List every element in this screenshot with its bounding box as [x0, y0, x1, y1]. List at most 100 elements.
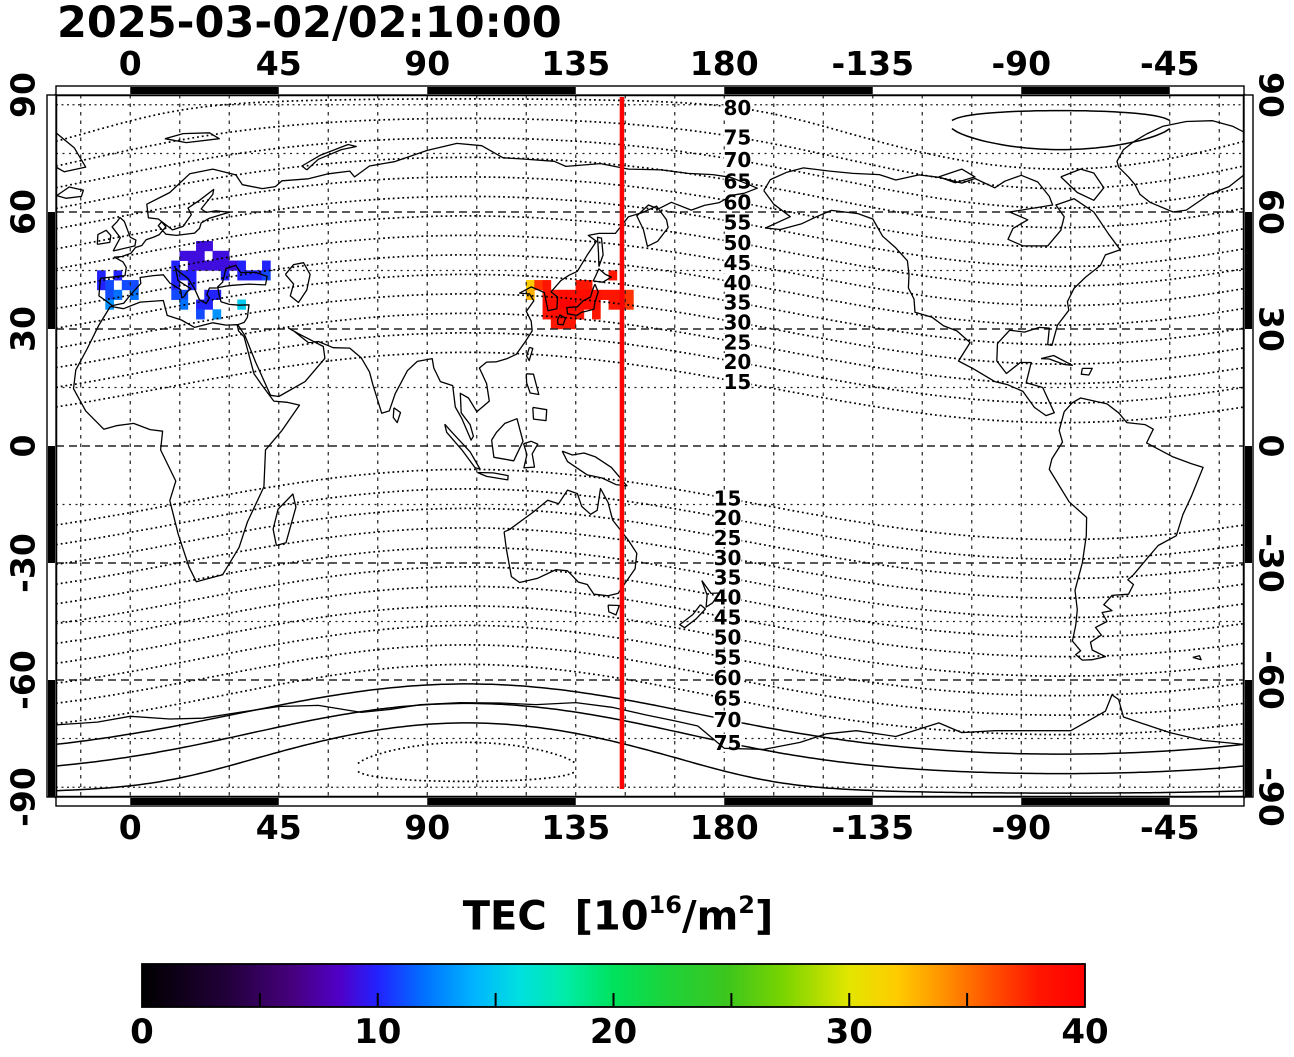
contour-label-box [723, 213, 752, 232]
contour-label: 15 [724, 370, 752, 394]
magnetic-contour-dotted [56, 234, 1244, 307]
contour-label-box [713, 608, 742, 627]
contour-label-box [723, 353, 752, 372]
colorbar-tick-label: 0 [130, 1012, 154, 1052]
tec-cell [262, 270, 271, 281]
coastline [525, 346, 534, 362]
contour-label-box [723, 233, 752, 252]
tec-cells [97, 241, 634, 330]
contour-label-box [713, 689, 742, 708]
magnetic-contour-dotted [357, 741, 577, 765]
tec-cell [567, 319, 576, 330]
coastline [98, 142, 758, 441]
tec-cell [237, 260, 246, 271]
magnetic-contour-dotted [56, 98, 1244, 170]
coastline [1048, 397, 1204, 661]
map-frame [54, 93, 1246, 799]
coastline [392, 407, 402, 424]
tec-cell [583, 299, 593, 310]
coastline [164, 132, 220, 144]
axis-bar-segment [724, 87, 873, 94]
graticule [56, 95, 1244, 797]
tec-cell [113, 289, 123, 300]
coastline [301, 143, 357, 171]
magnetic-contour-dotted [56, 546, 1244, 619]
contour-label: 25 [714, 526, 742, 550]
bottom-lon-label: 180 [689, 808, 759, 847]
coastline [111, 216, 137, 252]
tec-cell [187, 270, 197, 281]
colorbar-tick-label: 20 [589, 1012, 638, 1052]
contour-label: 25 [724, 330, 752, 354]
contour-label-box [723, 313, 752, 332]
coastline [56, 186, 85, 199]
coastline [56, 694, 1244, 797]
contour-label: 15 [714, 486, 742, 510]
tec-cell [542, 280, 552, 291]
contour-label: 55 [724, 211, 752, 235]
contour-label-box [713, 648, 742, 667]
axis-bar [55, 796, 1245, 807]
colorbar-unit-exp1: 16 [648, 891, 682, 919]
tec-cell [204, 299, 213, 310]
tec-cell [179, 289, 189, 300]
contour-label-box [713, 588, 742, 607]
left-lat-label: -90 [3, 767, 43, 827]
colorbar-title: TEC [1016/m2] [463, 891, 773, 940]
coastline [1116, 120, 1244, 213]
bottom-lon-label: 0 [118, 808, 142, 847]
magnetic-contour-dotted [56, 351, 1244, 424]
tec-cell [592, 289, 601, 300]
tec-cell [113, 270, 123, 281]
tec-cell [559, 289, 568, 300]
tec-cell [625, 289, 634, 300]
tec-cell [187, 260, 197, 271]
magnetic-contour-dotted [56, 176, 1244, 248]
tec-cell [526, 280, 535, 291]
tec-cell [196, 250, 205, 261]
tec-cell [245, 270, 255, 281]
contour-label: 65 [724, 170, 752, 194]
contour-label: 60 [714, 666, 742, 690]
magnetic-contour-solid [56, 683, 1244, 755]
contour-label: 50 [714, 625, 742, 649]
magnetic-contour-dotted [56, 644, 1244, 716]
tec-cell [130, 289, 139, 300]
contour-label: 45 [714, 605, 742, 629]
top-lon-label: 0 [118, 44, 142, 83]
tec-cell [534, 280, 543, 291]
axis-bar-segment [1021, 87, 1170, 94]
magnetic-contour-solid [56, 722, 1244, 794]
contour-label: 80 [724, 96, 752, 120]
coastline [938, 168, 976, 184]
tec-cell [592, 309, 601, 320]
tec-cell [253, 270, 263, 281]
tec-cell [220, 250, 230, 261]
left-lat-label: -30 [3, 533, 43, 593]
coastline [477, 471, 509, 481]
top-lon-label: -45 [1139, 44, 1200, 83]
axis-bar-segment [48, 212, 55, 329]
contour-label-box [713, 628, 742, 647]
coastline [596, 236, 604, 267]
coastline [284, 262, 311, 304]
coastline [525, 373, 540, 396]
magnetic-contour-dotted [56, 566, 1244, 638]
left-lat-label: 30 [3, 306, 43, 352]
left-lat-label: 90 [3, 72, 43, 118]
tec-cell [625, 299, 634, 310]
tec-cell [220, 260, 230, 271]
coastline [490, 418, 524, 462]
tec-cell [567, 299, 576, 310]
contour-label: 45 [724, 251, 752, 275]
contour-label-box [723, 193, 752, 212]
bottom-lon-label: -135 [831, 808, 915, 847]
magnetic-contour-dotted [56, 195, 1244, 268]
timestamp-title: 2025-03-02/02:10:00 [57, 0, 562, 48]
coastline [522, 440, 539, 469]
contour-label-box [723, 151, 752, 170]
colorbar-unit-open: [10 [574, 893, 649, 940]
tec-cell [559, 309, 568, 320]
right-lat-label: -60 [1251, 650, 1291, 710]
contour-label: 30 [714, 546, 742, 570]
